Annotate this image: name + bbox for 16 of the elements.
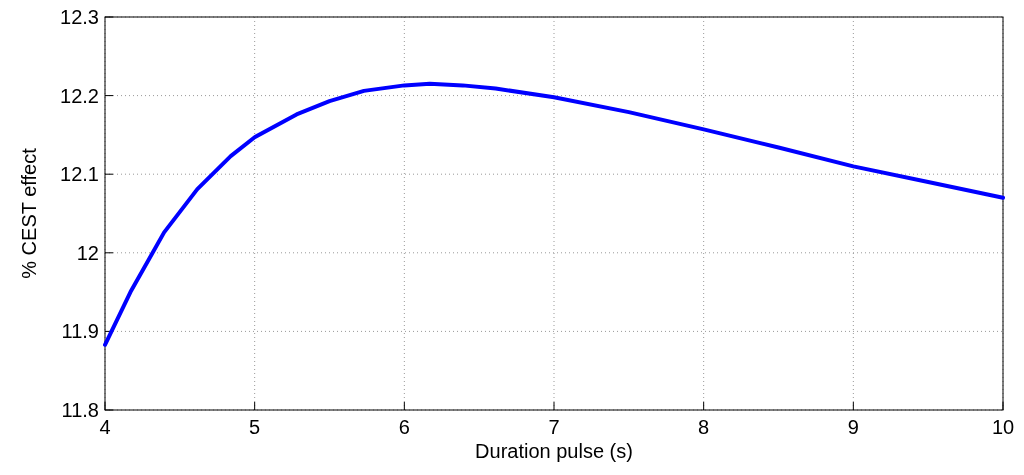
x-tick-label: 7 [548, 416, 560, 438]
x-tick-label: 10 [991, 416, 1015, 438]
y-tick-label: 12.2 [60, 84, 99, 107]
y-tick-label: 12.1 [60, 163, 99, 186]
y-tick-label: 11.8 [61, 399, 99, 421]
y-tick-label: 12.3 [60, 6, 99, 28]
x-axis-title: Duration pulse (s) [475, 440, 633, 462]
x-tick-label: 6 [398, 416, 410, 438]
y-axis-title: % CEST effect [18, 147, 40, 279]
line-series [103, 81, 1005, 347]
y-tick-label: 11.9 [61, 320, 99, 343]
y-tick-label: 12 [76, 241, 99, 264]
x-tick-label: 5 [249, 416, 261, 438]
x-tick-label: 9 [847, 416, 859, 438]
x-tick-label: 4 [99, 416, 111, 438]
x-tick-label: 8 [698, 416, 710, 438]
